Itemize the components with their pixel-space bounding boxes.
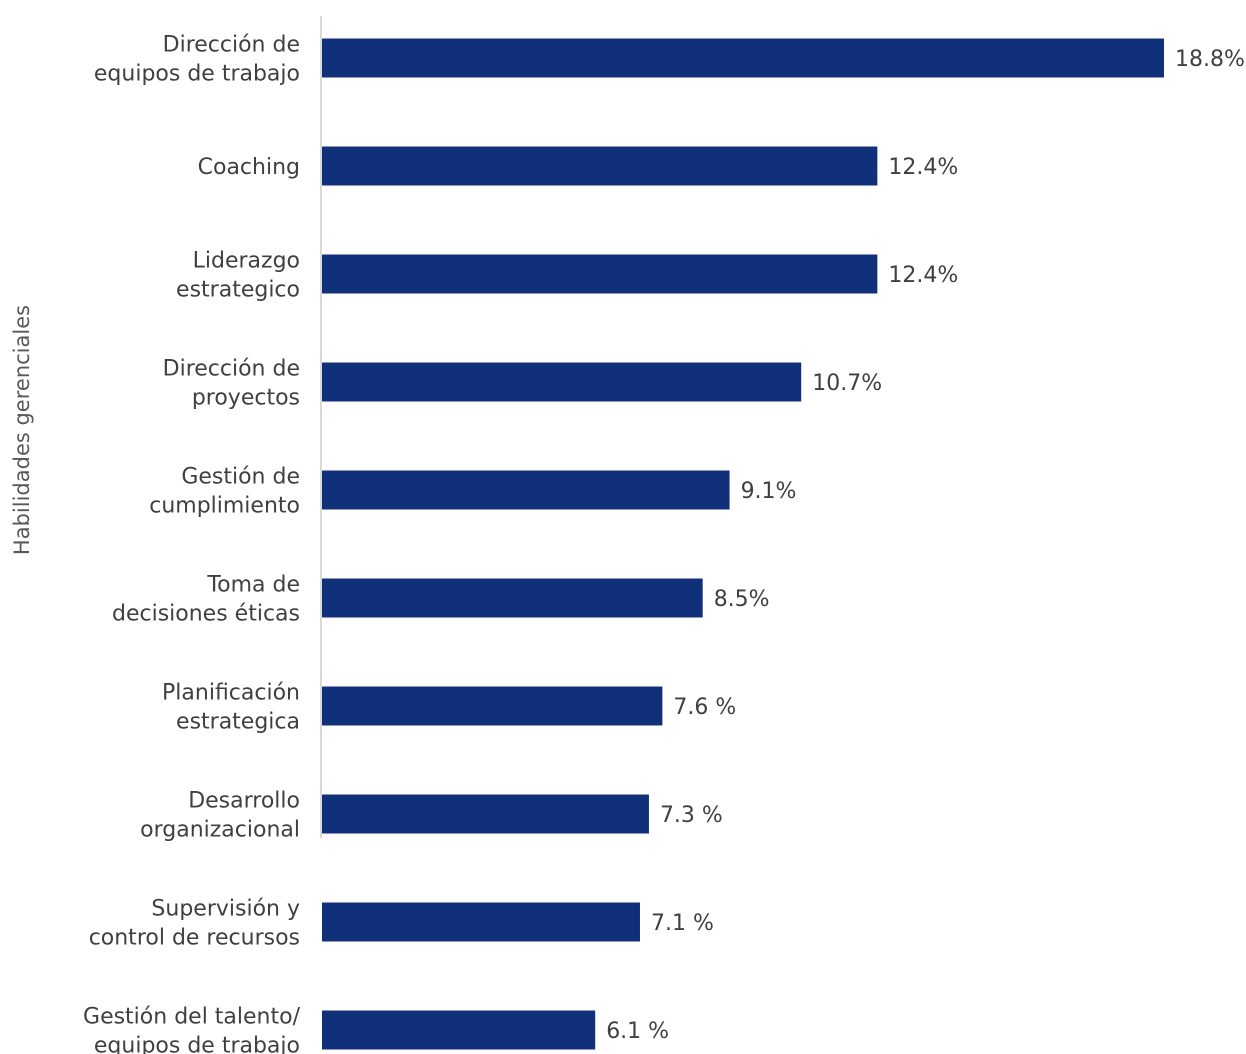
category-label-9: Gestión del talento/equipos de trabajo bbox=[83, 1005, 301, 1054]
bar-7 bbox=[322, 794, 649, 834]
category-label-1: Coaching bbox=[198, 155, 300, 180]
category-label-line: Toma de bbox=[206, 573, 300, 598]
category-label-0: Dirección de equipos de trabajo bbox=[94, 33, 300, 87]
bar-1 bbox=[322, 146, 878, 186]
category-label-line: Gestión de bbox=[181, 465, 300, 490]
bar-4 bbox=[322, 470, 730, 510]
value-label-2: 12.4% bbox=[888, 263, 958, 288]
category-label-3: Dirección de proyectos bbox=[163, 357, 300, 411]
category-label-line: estrategico bbox=[176, 278, 300, 303]
category-label-4: Gestión de cumplimiento bbox=[149, 465, 300, 519]
bar-0 bbox=[322, 38, 1164, 78]
value-label-6: 7.6 % bbox=[673, 695, 736, 720]
category-label-2: Liderazgo estrategico bbox=[176, 249, 300, 303]
category-label-line: Desarrollo bbox=[188, 789, 300, 814]
category-label-5: Toma de decisiones éticas bbox=[112, 573, 300, 627]
category-label-line: Planificación bbox=[162, 681, 300, 706]
category-label-line: Dirección de bbox=[163, 357, 300, 382]
value-label-0: 18.8% bbox=[1175, 47, 1245, 72]
value-labels-group: 18.8% 12.4% 12.4% 10.7% 9.1% 8.5% 7.6 % 7.3 % 7.… bbox=[606, 47, 1245, 1044]
category-label-line: Coaching bbox=[198, 155, 300, 180]
category-label-8: Supervisión y control de recursos bbox=[89, 897, 300, 951]
category-label-line: Liderazgo bbox=[193, 249, 300, 274]
value-label-3: 10.7% bbox=[812, 371, 882, 396]
category-label-line: cumplimiento bbox=[149, 494, 300, 519]
bar-8 bbox=[322, 902, 640, 942]
category-label-line: equipos de trabajo bbox=[94, 1034, 300, 1054]
category-label-line: estrategica bbox=[176, 710, 300, 735]
category-label-7: Desarrollo organizacional bbox=[140, 789, 300, 843]
value-label-1: 12.4% bbox=[888, 155, 958, 180]
bar-6 bbox=[322, 686, 663, 726]
bar-9 bbox=[322, 1010, 596, 1050]
bar-3 bbox=[322, 362, 802, 402]
category-label-line: Gestión del talento/ bbox=[83, 1005, 301, 1030]
bar-5 bbox=[322, 578, 703, 618]
value-label-7: 7.3 % bbox=[660, 803, 723, 828]
category-label-line: proyectos bbox=[192, 386, 300, 411]
category-label-6: Planificación estrategica bbox=[162, 681, 300, 735]
category-label-line: organizacional bbox=[140, 818, 300, 843]
bar-2 bbox=[322, 254, 878, 294]
category-label-line: Dirección de bbox=[163, 33, 300, 58]
value-label-5: 8.5% bbox=[714, 587, 770, 612]
bars-group bbox=[322, 38, 1164, 1050]
value-label-9: 6.1 % bbox=[606, 1019, 669, 1044]
category-label-line: equipos de trabajo bbox=[94, 62, 300, 87]
category-labels-group: Dirección de equipos de trabajo Coaching Li… bbox=[83, 33, 301, 1054]
category-label-line: control de recursos bbox=[89, 926, 300, 951]
category-label-line: decisiones éticas bbox=[112, 602, 300, 627]
value-label-4: 9.1% bbox=[741, 479, 797, 504]
value-label-8: 7.1 % bbox=[651, 911, 714, 936]
category-label-line: Supervisión y bbox=[151, 897, 300, 922]
